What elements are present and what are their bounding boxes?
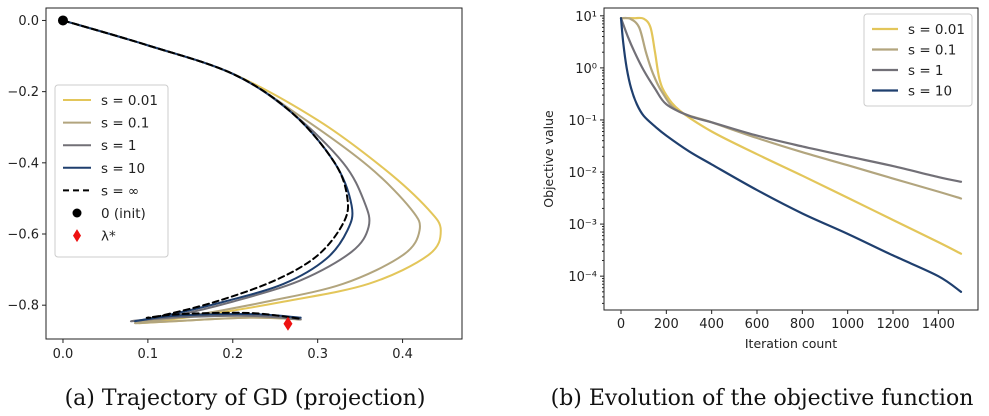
lambda-star-marker: [283, 316, 293, 331]
trajectory-series: [61, 19, 442, 325]
x-tick-label: 1200: [876, 317, 909, 332]
x-tick-label: 0: [617, 317, 625, 332]
y-tick-label: 10⁻³: [568, 218, 597, 233]
legend-label: s = 10: [101, 161, 145, 177]
y-tick-label: −0.4: [7, 156, 39, 171]
legend-label: λ*: [101, 229, 116, 245]
caption-objective: (b) Evolution of the objective function: [551, 386, 974, 411]
objective-line-2: [619, 17, 963, 183]
y-tick-label: 10⁻²: [568, 166, 597, 181]
objective-legend: s = 0.01 s = 0.1 s = 1 s = 10: [863, 13, 973, 107]
legend-label: s = 1: [908, 63, 944, 79]
x-tick-label: 0.3: [307, 347, 328, 362]
legend-label: s = ∞: [101, 183, 139, 199]
objective-axis-ticks: 0 200 400 600 800 1000 1200 1400 10¹ 10⁰ 10⁻¹ 10⁻² 1…: [568, 10, 955, 332]
legend-label: s = 0.01: [908, 22, 965, 38]
objective-legend-box: [863, 13, 973, 107]
trajectory-axis-ticks: 0.0 0.1 0.2 0.3 0.4 0.0 −0.2 −0.4 −0.6 −0.8: [7, 14, 412, 362]
objective-x-axis-label: Iteration count: [745, 336, 837, 351]
x-tick-label: 1000: [831, 317, 864, 332]
x-tick-label: 0.4: [392, 347, 413, 362]
caption-trajectory: (a) Trajectory of GD (projection): [65, 386, 426, 411]
trajectory-legend-box: [54, 84, 169, 258]
legend-circle-sample: [72, 208, 82, 218]
trajectory-plot-frame: [45, 7, 463, 340]
legend-label: s = 0.01: [101, 93, 158, 109]
legend-label: s = 1: [101, 138, 137, 154]
objective-y-axis-label: Objective value: [541, 110, 556, 208]
x-tick-label: 600: [745, 317, 770, 332]
x-tick-label: 800: [790, 317, 815, 332]
trajectory-legend: s = 0.01 s = 0.1 s = 1 s = 10 s = ∞ 0 (init) λ…: [54, 84, 169, 258]
init-point-marker: [57, 15, 68, 26]
x-tick-label: 400: [699, 317, 724, 332]
y-tick-label: −0.8: [7, 299, 39, 314]
y-tick-label: −0.2: [7, 85, 39, 100]
objective-series: [619, 16, 963, 293]
x-tick-label: 0.2: [222, 347, 243, 362]
trajectory-chart: 0.0 0.1 0.2 0.3 0.4 0.0 −0.2 −0.4 −0.6 −0.8 s = 0…: [7, 7, 463, 362]
y-tick-label: 10⁻⁴: [568, 270, 597, 285]
x-tick-label: 200: [654, 317, 679, 332]
objective-chart: 0 200 400 600 800 1000 1200 1400 10¹ 10⁰ 10⁻¹ 10⁻² 1…: [541, 7, 979, 351]
objective-plot-frame: [603, 7, 979, 311]
legend-diamond-sample: [73, 229, 81, 243]
y-tick-label: 10⁰: [575, 62, 597, 77]
legend-label: s = 10: [908, 84, 952, 100]
y-tick-label: 10¹: [575, 10, 597, 25]
objective-line-3: [619, 17, 963, 293]
y-tick-label: −0.6: [7, 228, 39, 243]
x-tick-label: 0.0: [53, 347, 74, 362]
legend-label: s = 0.1: [908, 43, 956, 59]
x-tick-label: 0.1: [138, 347, 159, 362]
trajectory-line-4: [61, 19, 350, 320]
y-tick-label: 0.0: [18, 14, 39, 29]
x-tick-label: 1400: [922, 317, 955, 332]
y-tick-label: 10⁻¹: [568, 114, 597, 129]
legend-label: 0 (init): [101, 206, 146, 222]
trajectory-markers: [57, 15, 293, 331]
legend-label: s = 0.1: [101, 116, 149, 132]
